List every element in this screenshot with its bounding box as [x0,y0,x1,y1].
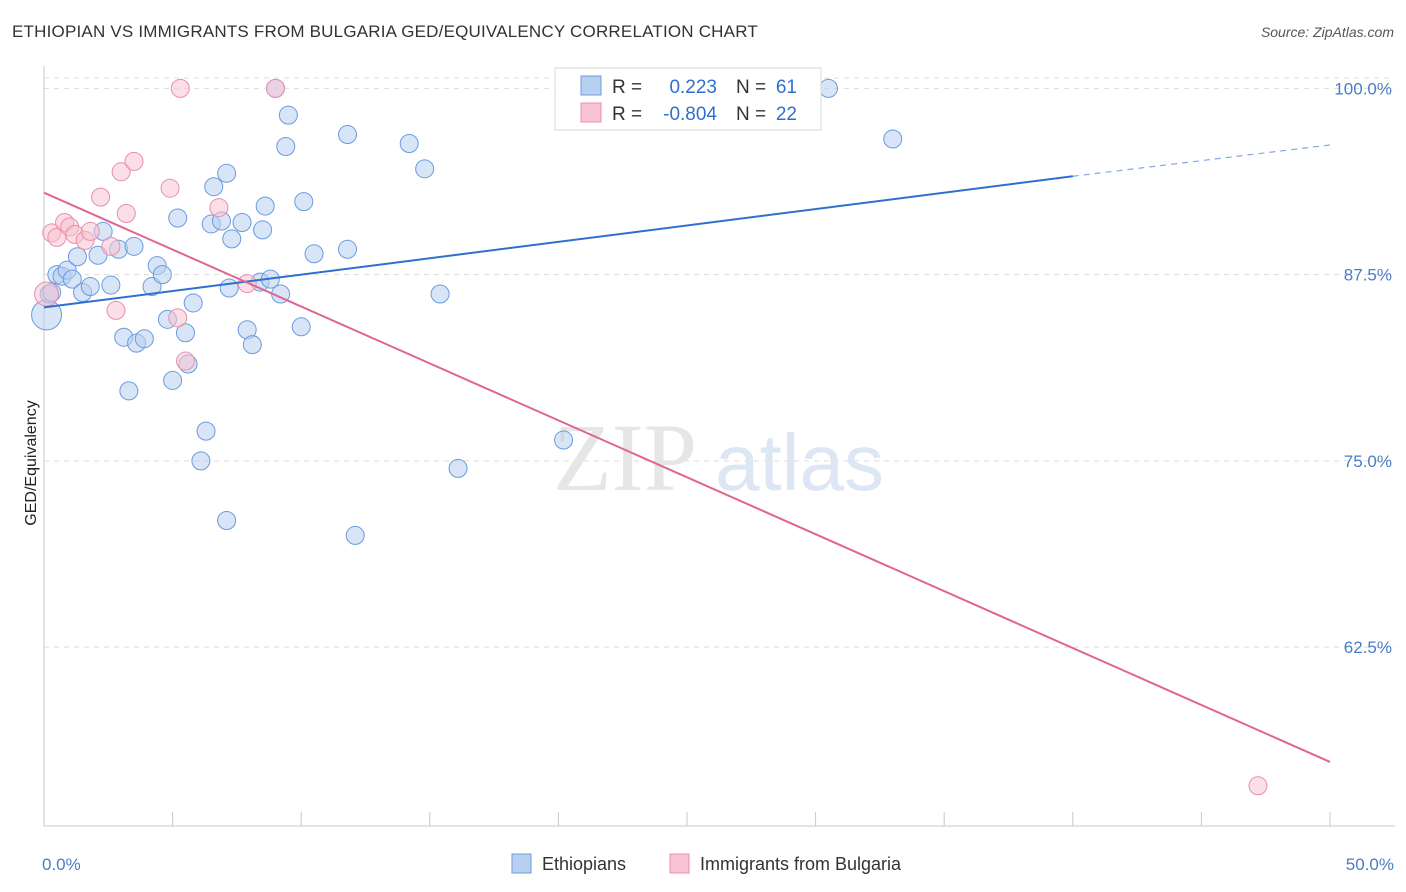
ethiopian-point-52 [345,525,365,545]
bottom-legend-swatch-ethiopians [511,853,532,874]
ethiopian-point-40 [255,196,275,216]
bulgaria-point-0 [34,281,60,307]
bulgaria-point-12 [116,204,136,224]
ethiopian-point-28 [191,451,211,471]
trend-lines [43,144,1331,763]
x-tick-label-0: 0.0% [42,855,81,874]
legend-r-value-1: 0.223 [669,77,717,98]
bottom-legend-label-bulgaria: Immigrants from Bulgaria [700,854,902,874]
bottom-legend-swatch-bulgaria [669,853,690,874]
ethiopian-point-58 [818,78,838,98]
ethiopian-point-27 [183,293,203,313]
ethiopian-point-35 [222,229,242,249]
bulgaria-point-7 [80,221,100,241]
ethiopian-point-29 [196,421,216,441]
watermark: ZIP atlas [553,404,884,511]
legend-r-label-1: R = [612,77,642,98]
ethiopian-point-48 [294,192,314,212]
bulgaria-point-15 [168,308,188,328]
ethiopian-point-33 [217,163,237,183]
chart-title: ETHIOPIAN VS IMMIGRANTS FROM BULGARIA GE… [12,22,758,41]
ethiopian-point-16 [124,236,144,256]
ethiopian-point-59 [883,129,903,149]
ethiopian-point-51 [337,125,357,145]
bulgaria-point-13 [124,151,144,171]
ethiopian-point-18 [134,329,154,349]
ethiopian-point-9 [80,277,100,297]
legend-n-label-2: N = [736,104,766,125]
ethiopian-point-54 [415,159,435,179]
tick-labels: 100.0% 87.5% 75.0% 62.5% 0.0% 50.0% [42,79,1394,874]
trend-line-1 [43,191,1331,763]
ethiopian-point-47 [291,317,311,337]
legend-n-value-1: 61 [776,77,797,98]
ethiopian-point-50 [337,239,357,259]
legend-r-label-2: R = [612,104,642,125]
ethiopian-point-53 [399,133,419,153]
ethiopian-point-6 [62,269,82,289]
x-tick-label-1: 50.0% [1346,855,1394,874]
legend-n-label-1: N = [736,77,766,98]
bulgaria-point-11 [111,162,131,182]
trend-line-extension-0 [1072,144,1331,177]
ethiopian-point-46 [276,136,296,156]
bulgaria-point-21 [1248,776,1268,796]
bulgaria-point-16 [175,351,195,371]
bulgaria-point-20 [265,78,285,98]
y-tick-label-2: 75.0% [1344,452,1392,471]
ethiopian-point-56 [448,458,468,478]
ethiopian-point-21 [152,265,172,285]
ethiopian-point-49 [304,244,324,264]
ethiopian-point-23 [163,370,183,390]
ethiopian-point-7 [67,247,87,267]
ethiopian-point-36 [232,212,252,232]
stats-legend: R = 0.223 N = 61 R = -0.804 N = 22 [554,67,822,131]
trend-line-0 [43,175,1073,309]
ethiopian-point-24 [168,208,188,228]
ethiopian-point-38 [242,335,262,355]
legend-r-value-2: -0.804 [663,104,717,125]
bulgaria-point-8 [91,187,111,207]
ethiopian-point-31 [204,177,224,197]
ethiopian-point-12 [101,275,121,295]
watermark-atlas: atlas [715,418,884,507]
bulgaria-point-17 [170,78,190,98]
series-legend: Ethiopians Immigrants from Bulgaria [511,853,902,874]
source-note: Source: ZipAtlas.com [1260,24,1394,40]
legend-swatch-ethiopians [580,75,602,96]
ethiopian-point-45 [278,105,298,125]
y-tick-label-0: 100.0% [1334,79,1392,98]
bulgaria-point-10 [106,300,126,320]
ethiopian-point-15 [119,381,139,401]
legend-n-value-2: 22 [776,104,797,125]
ethiopian-point-25 [175,323,195,343]
y-tick-label-1: 87.5% [1344,266,1392,285]
ethiopian-point-60 [217,511,237,531]
ethiopian-point-57 [554,430,574,450]
bulgaria-point-18 [209,198,229,218]
bulgaria-point-9 [101,236,121,256]
y-axis-title: GED/Equivalency [23,400,40,525]
y-tick-label-3: 62.5% [1344,638,1392,657]
bottom-legend-label-ethiopians: Ethiopians [542,854,626,874]
legend-swatch-bulgaria [580,102,602,123]
ethiopian-point-55 [430,284,450,304]
ethiopian-point-42 [253,220,273,240]
ethiopian-point-34 [219,278,239,298]
bulgaria-point-14 [160,178,180,198]
grid-lines [44,77,1395,648]
watermark-zip: ZIP [553,404,697,511]
